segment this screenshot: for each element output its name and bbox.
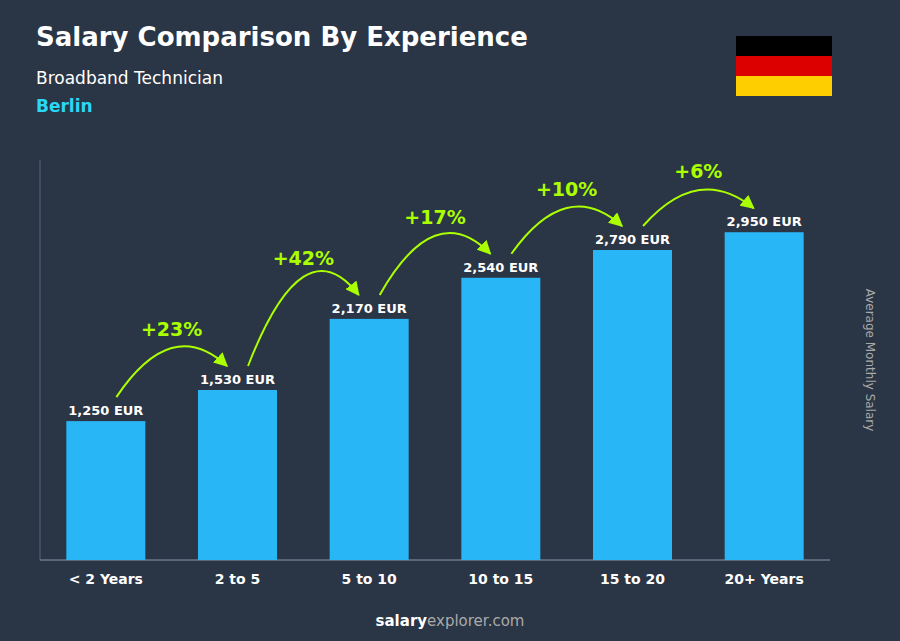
change-label: +10% xyxy=(536,178,597,200)
x-tick-label: < 2 Years xyxy=(69,571,143,587)
y-axis-label: Average Monthly Salary xyxy=(863,289,877,432)
data-label: 2,540 EUR xyxy=(463,260,538,275)
bar xyxy=(330,319,409,560)
data-label: 2,170 EUR xyxy=(332,301,407,316)
change-arrow xyxy=(380,233,491,295)
bar xyxy=(461,278,540,560)
flag-stripe xyxy=(736,36,832,56)
flag xyxy=(736,36,832,96)
data-label: 2,950 EUR xyxy=(727,214,802,229)
change-arrow xyxy=(511,206,622,253)
bar xyxy=(198,390,277,560)
footer: salaryexplorer.com xyxy=(376,612,525,630)
data-label: 1,530 EUR xyxy=(200,372,275,387)
flag-stripe xyxy=(736,56,832,76)
change-arrow xyxy=(643,189,754,226)
footer-part: explorer.com xyxy=(427,612,524,630)
title: Salary Comparison By Experience xyxy=(36,22,528,52)
x-axis-line xyxy=(40,560,830,561)
footer-part: salary xyxy=(376,612,428,630)
x-tick-label: 20+ Years xyxy=(725,571,804,587)
change-label: +6% xyxy=(674,160,722,182)
x-tick-label: 5 to 10 xyxy=(342,571,398,587)
x-tick-label: 10 to 15 xyxy=(468,571,533,587)
subtitle: Broadband Technician xyxy=(36,68,223,88)
change-label: +42% xyxy=(273,247,334,269)
bar xyxy=(725,232,804,560)
change-arrow xyxy=(248,271,359,366)
city: Berlin xyxy=(36,96,93,116)
change-arrow xyxy=(116,346,227,397)
data-label: 1,250 EUR xyxy=(68,403,143,418)
bars xyxy=(66,232,803,560)
x-tick-label: 2 to 5 xyxy=(215,571,261,587)
y-axis-line xyxy=(40,160,41,560)
background xyxy=(0,0,900,641)
change-label: +17% xyxy=(404,206,465,228)
bar xyxy=(593,250,672,560)
chart: Salary Comparison By Experience Broadband… xyxy=(0,0,900,641)
flag-stripe xyxy=(736,76,832,96)
data-label: 2,790 EUR xyxy=(595,232,670,247)
change-label: +23% xyxy=(141,318,202,340)
x-tick-label: 15 to 20 xyxy=(600,571,665,587)
bar xyxy=(66,421,145,560)
